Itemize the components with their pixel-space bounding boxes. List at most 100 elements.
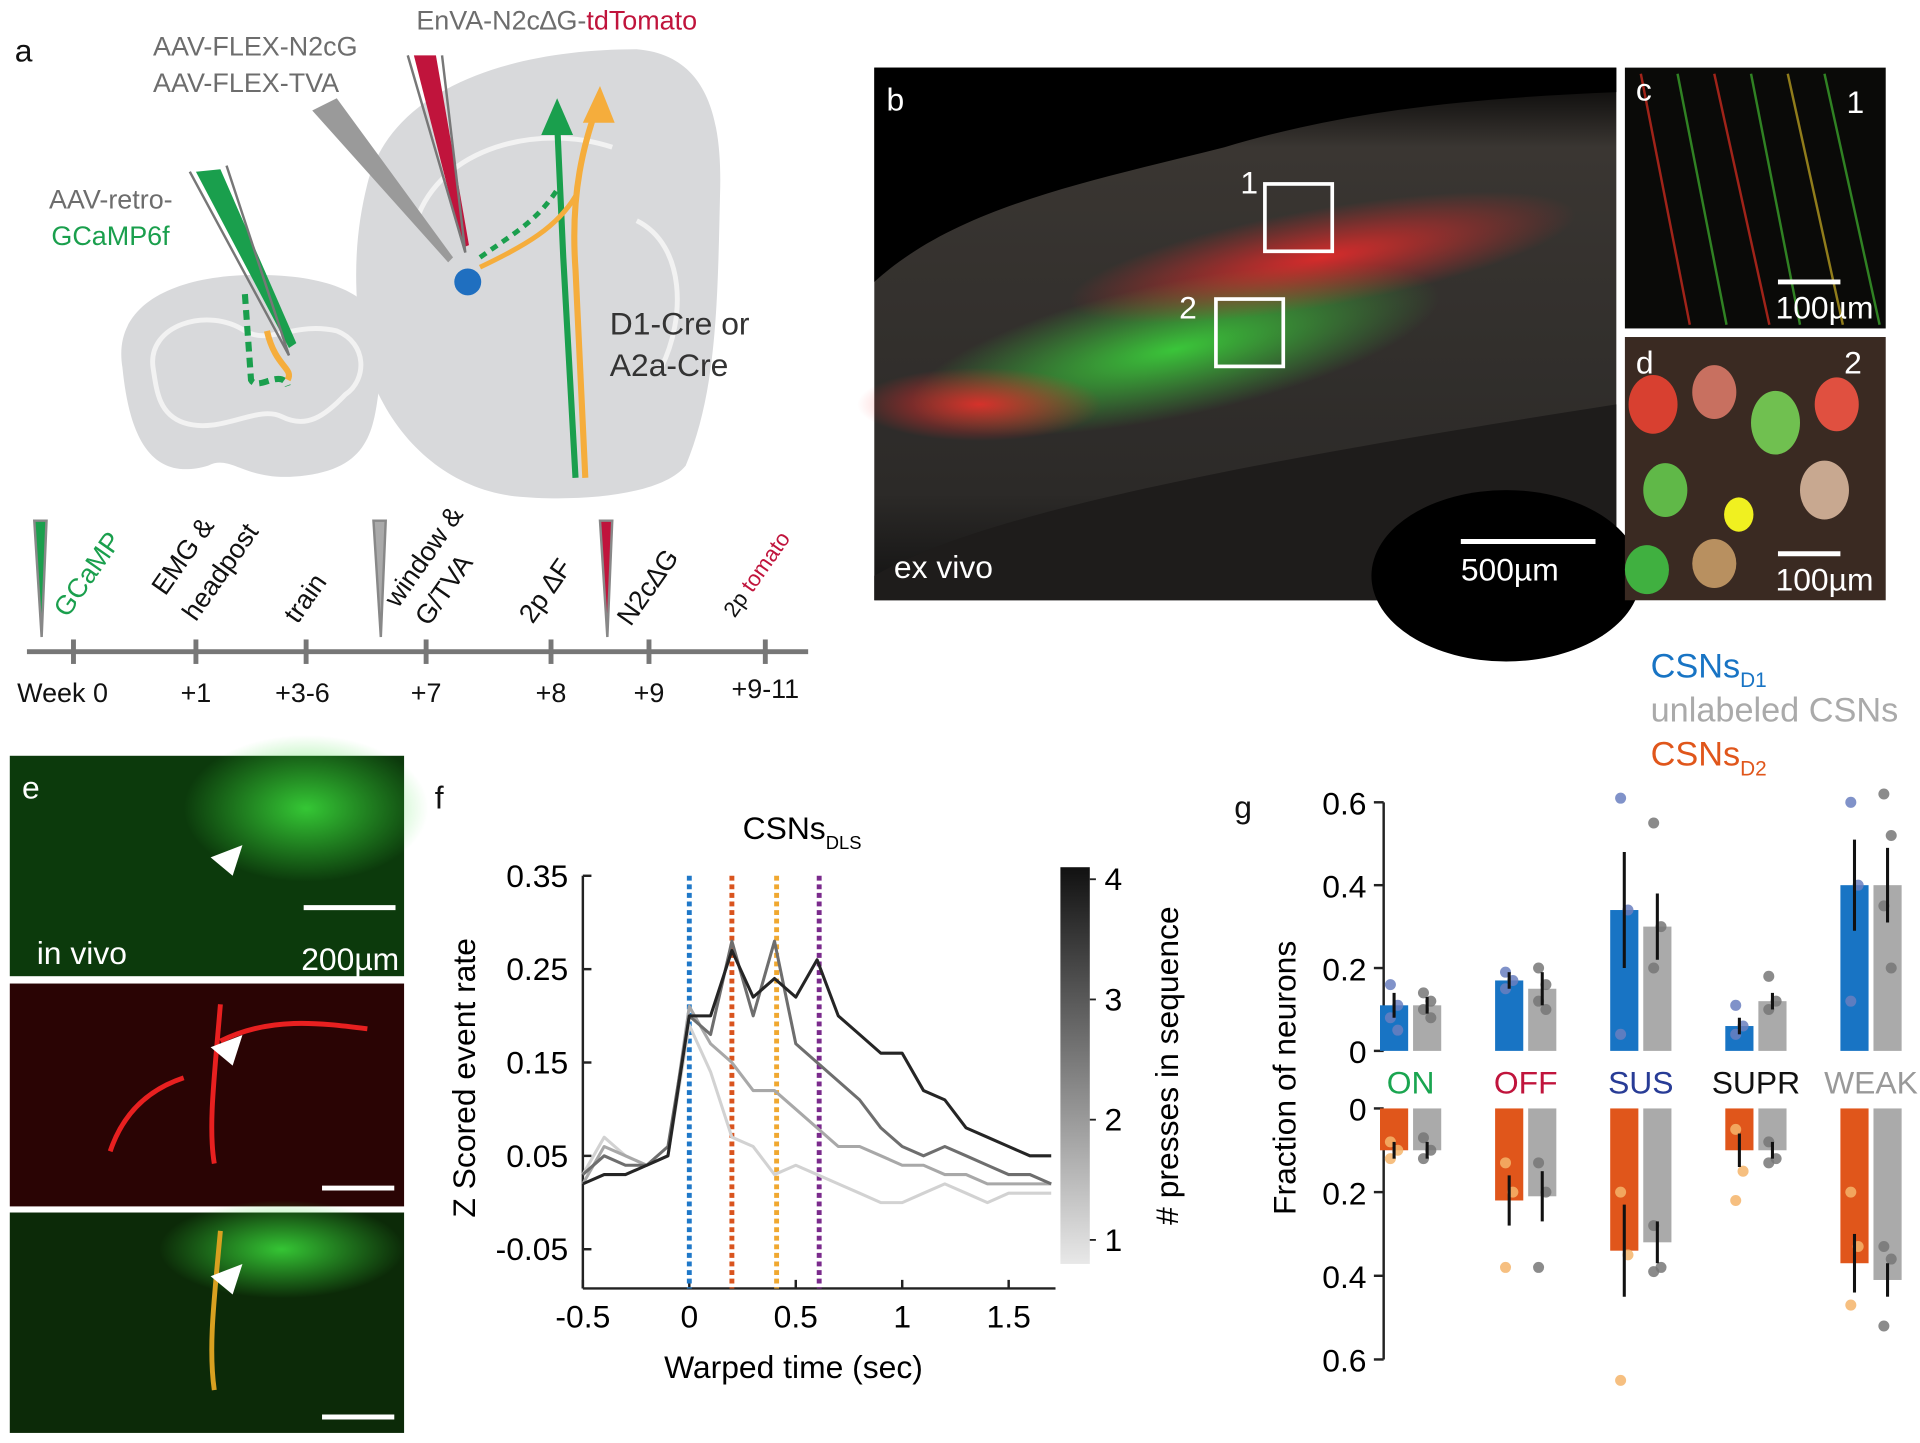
cell [1624, 545, 1669, 595]
panel-label: f [435, 779, 444, 815]
scale-label: 200µm [301, 941, 399, 977]
condition: ex vivo [894, 549, 993, 585]
colorbar-tick-label: 3 [1104, 981, 1122, 1017]
y-tick-label: 0.4 [1322, 1259, 1366, 1295]
scale-label: 500µm [1461, 552, 1559, 588]
colorbar-tick-label: 2 [1104, 1102, 1122, 1138]
week-labels: Week 0 +1 +3-6 +7 +8 +9 +9-11 [17, 674, 799, 708]
y-tick-label: 0.2 [1322, 1175, 1366, 1211]
data-point [1615, 792, 1627, 804]
pipette [413, 55, 469, 248]
event: N2c∆G [611, 544, 684, 631]
x-tick-label: -0.5 [555, 1299, 610, 1335]
data-point [1648, 962, 1660, 974]
fiber [1639, 73, 1691, 325]
data-point [1540, 1003, 1552, 1015]
legend-subscript: D1 [1740, 669, 1767, 692]
chart-title-subscript: DLS [826, 832, 862, 853]
label: AAV-FLEX-N2cG [153, 31, 357, 61]
panel-label: g [1234, 789, 1252, 825]
data-point [1763, 970, 1775, 982]
event: tomato [736, 527, 795, 597]
colorbar [1060, 867, 1090, 1264]
fiber [1823, 73, 1881, 326]
arrowhead [210, 1263, 243, 1295]
category-label: OFF [1494, 1065, 1558, 1101]
dendrites [159, 1200, 405, 1299]
data-point [1730, 1123, 1742, 1135]
region-label: 1 [1847, 84, 1865, 120]
data-point [1533, 1157, 1545, 1169]
dendrites [183, 734, 429, 882]
x-axis-label: Warped time (sec) [664, 1349, 923, 1385]
event: 2p tomato [718, 527, 795, 622]
data-point [1845, 1186, 1857, 1198]
label: EnVA-N2c∆G- [416, 6, 586, 36]
axon [241, 293, 291, 388]
data-point [1885, 1253, 1897, 1265]
series-line [581, 939, 1052, 1186]
soma [541, 98, 574, 135]
data-point [1500, 1157, 1512, 1169]
data-point [1417, 987, 1429, 999]
soma [582, 85, 615, 123]
y-tick-label: 0.6 [1322, 1343, 1366, 1379]
background [874, 67, 1617, 282]
legend-entry: CSNsD1 [1651, 647, 1767, 692]
category-label: ON [1387, 1065, 1435, 1101]
cells [1624, 365, 1859, 595]
scale-label: 100µm [1776, 561, 1874, 597]
fiber [1676, 73, 1728, 325]
y-tick-label: 0.35 [506, 858, 568, 894]
panel-label: e [22, 770, 40, 806]
data-point [1500, 1261, 1512, 1273]
data-point [1737, 1165, 1749, 1177]
event: 2p ∆F [513, 553, 578, 628]
pipette [372, 519, 387, 638]
axon [478, 194, 578, 270]
event: train [278, 568, 333, 628]
y-tick-label: 0.15 [506, 1045, 568, 1081]
data-point [1845, 995, 1857, 1007]
y-tick-label: 0.4 [1322, 868, 1366, 904]
cell [1628, 374, 1678, 434]
x-tick-label: 1.5 [987, 1299, 1031, 1335]
csn-d1 [554, 122, 579, 478]
data-point [1763, 1157, 1775, 1169]
week: +1 [181, 678, 212, 708]
chart-title: CSNs [743, 810, 826, 846]
y-tick-label: 0.2 [1322, 951, 1366, 987]
data-point [1885, 829, 1897, 841]
pipette [32, 519, 48, 638]
data-point [1533, 1261, 1545, 1273]
label-cells [857, 367, 1103, 442]
data-point [1845, 1299, 1857, 1311]
data-point [1392, 1024, 1404, 1036]
legend-entry: unlabeled CSNs [1651, 692, 1899, 730]
label: tdTomato [586, 6, 697, 36]
scale-label: 100µm [1776, 290, 1874, 326]
colorbar-tick-label: 1 [1104, 1222, 1122, 1258]
colorbar-tick-label: 4 [1104, 861, 1122, 897]
axon [263, 330, 292, 382]
colorbar-label: # presses in sequence [1149, 906, 1185, 1224]
y-tick-label: 0.6 [1322, 786, 1366, 822]
dendrites [107, 1004, 368, 1164]
legend-subscript: D2 [1740, 757, 1767, 780]
y-axis-label: Fraction of neurons [1267, 941, 1303, 1215]
legend-entry: CSNs [1651, 736, 1740, 774]
label: A2a-Cre [610, 347, 729, 383]
label: AAV-FLEX-TVA [153, 68, 339, 98]
data-point [1885, 962, 1897, 974]
week: +9 [634, 678, 665, 708]
data-point [1845, 796, 1857, 808]
series-line [582, 948, 1052, 1186]
bar [1873, 1108, 1902, 1280]
data-point [1648, 1266, 1660, 1278]
category-label: SUPR [1712, 1065, 1800, 1101]
data-point [1878, 1320, 1890, 1332]
legend-entry: CSNsD2 [1651, 736, 1767, 781]
panel-label: a [15, 33, 33, 69]
